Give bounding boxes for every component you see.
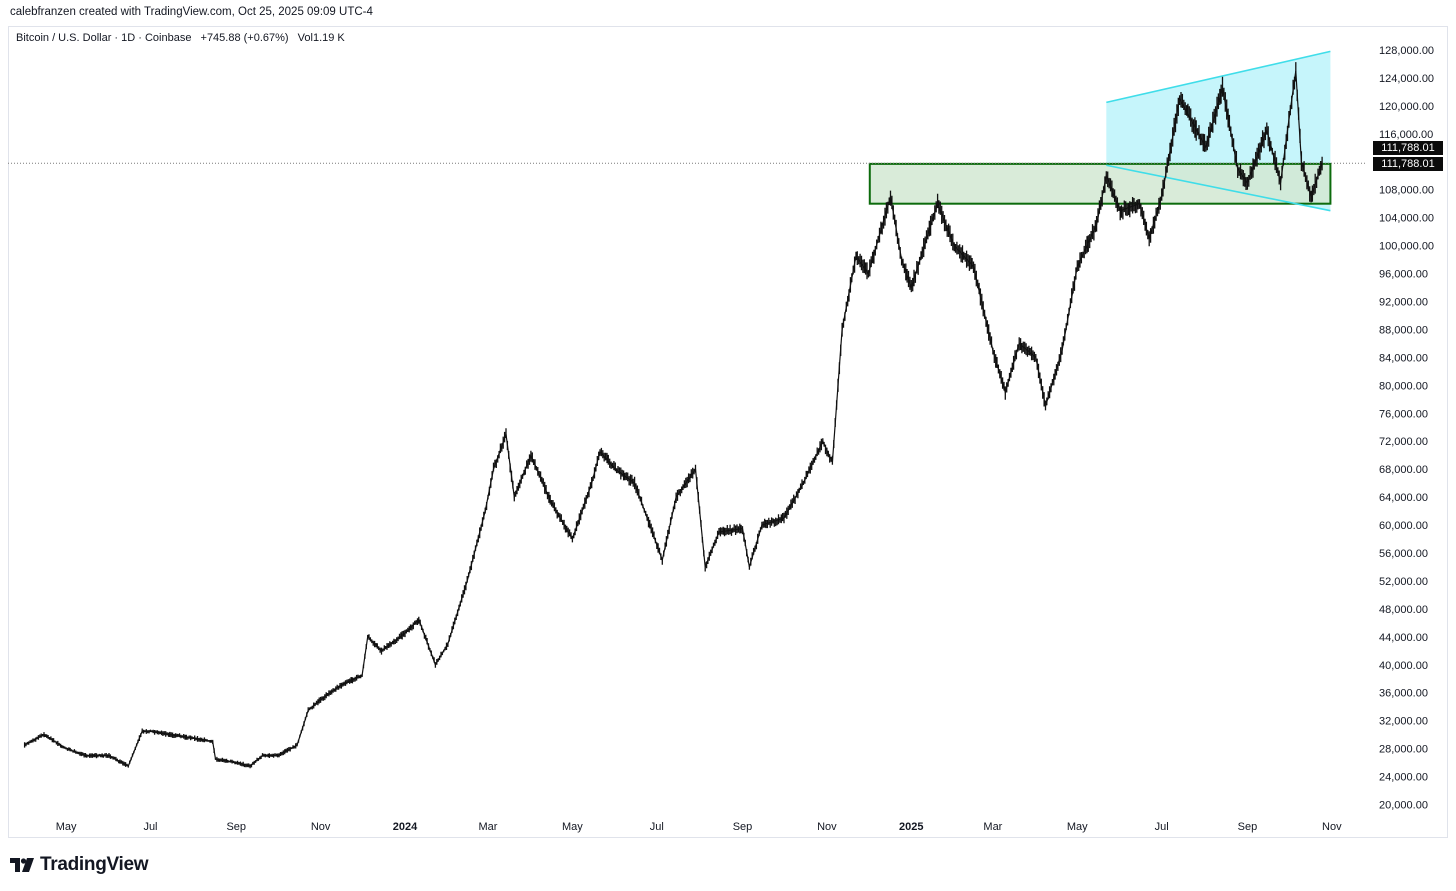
x-tick-label: May xyxy=(1067,821,1088,833)
x-tick-label: Jul xyxy=(143,821,157,833)
y-tick-label: 88,000.00 xyxy=(1379,324,1428,336)
y-tick-label: 92,000.00 xyxy=(1379,297,1428,309)
y-tick-label: 128,000.00 xyxy=(1379,45,1434,57)
y-tick-label: 84,000.00 xyxy=(1379,352,1428,364)
chart-credit: calebfranzen created with TradingView.co… xyxy=(10,6,373,18)
channel-lower-line xyxy=(1106,164,1331,212)
x-tick-label: Sep xyxy=(1238,821,1258,833)
y-tick-label: 60,000.00 xyxy=(1379,520,1428,532)
x-tick-label: Nov xyxy=(1322,821,1342,833)
x-tick-label: Mar xyxy=(983,821,1002,833)
volume-readout: Vol1.19 K xyxy=(297,32,345,44)
y-tick-label: 72,000.00 xyxy=(1379,436,1428,448)
y-tick-label: 96,000.00 xyxy=(1379,269,1428,281)
price-tag-current: 111,788.01 xyxy=(1373,141,1443,155)
x-tick-label: Sep xyxy=(226,821,246,833)
x-tick-label: Nov xyxy=(817,821,837,833)
symbol-name[interactable]: Bitcoin / U.S. Dollar · 1D · Coinbase xyxy=(16,32,192,44)
brand-name: TradingView xyxy=(40,854,149,875)
x-tick-label: 2025 xyxy=(899,821,923,833)
channel-upper-line xyxy=(1106,50,1331,104)
y-tick-label: 48,000.00 xyxy=(1379,604,1428,616)
support-zone xyxy=(868,162,1332,205)
y-tick-label: 44,000.00 xyxy=(1379,632,1428,644)
y-tick-label: 32,000.00 xyxy=(1379,716,1428,728)
chart-frame xyxy=(8,26,1448,838)
y-tick-label: 68,000.00 xyxy=(1379,464,1428,476)
y-tick-label: 20,000.00 xyxy=(1379,800,1428,812)
y-tick-label: 24,000.00 xyxy=(1379,772,1428,784)
y-tick-label: 80,000.00 xyxy=(1379,380,1428,392)
symbol-legend[interactable]: Bitcoin / U.S. Dollar · 1D · Coinbase +7… xyxy=(16,32,351,44)
y-tick-label: 64,000.00 xyxy=(1379,492,1428,504)
y-tick-label: 40,000.00 xyxy=(1379,660,1428,672)
y-tick-label: 36,000.00 xyxy=(1379,688,1428,700)
y-tick-label: 28,000.00 xyxy=(1379,744,1428,756)
x-tick-label: May xyxy=(562,821,583,833)
y-tick-label: 124,000.00 xyxy=(1379,73,1434,85)
x-tick-label: Jul xyxy=(650,821,664,833)
price-change: +745.88 (+0.67%) xyxy=(200,32,289,44)
x-tick-label: Sep xyxy=(733,821,753,833)
x-tick-label: Nov xyxy=(311,821,331,833)
x-tick-label: Mar xyxy=(479,821,498,833)
y-tick-label: 120,000.00 xyxy=(1379,101,1434,113)
y-tick-label: 76,000.00 xyxy=(1379,408,1428,420)
y-tick-label: 108,000.00 xyxy=(1379,185,1434,197)
tradingview-logo[interactable]: TradingView xyxy=(10,854,149,876)
y-tick-label: 104,000.00 xyxy=(1379,213,1434,225)
x-tick-label: 2024 xyxy=(393,821,418,833)
x-tick-label: May xyxy=(56,821,77,833)
y-tick-label: 100,000.00 xyxy=(1379,241,1434,253)
x-tick-label: Jul xyxy=(1155,821,1169,833)
price-series-line xyxy=(24,70,1323,767)
price-tag-last: 111,788.01 xyxy=(1373,157,1443,171)
y-tick-label: 52,000.00 xyxy=(1379,576,1428,588)
tradingview-logo-icon xyxy=(10,858,34,872)
y-tick-label: 116,000.00 xyxy=(1379,129,1433,141)
y-tick-label: 56,000.00 xyxy=(1379,548,1428,560)
